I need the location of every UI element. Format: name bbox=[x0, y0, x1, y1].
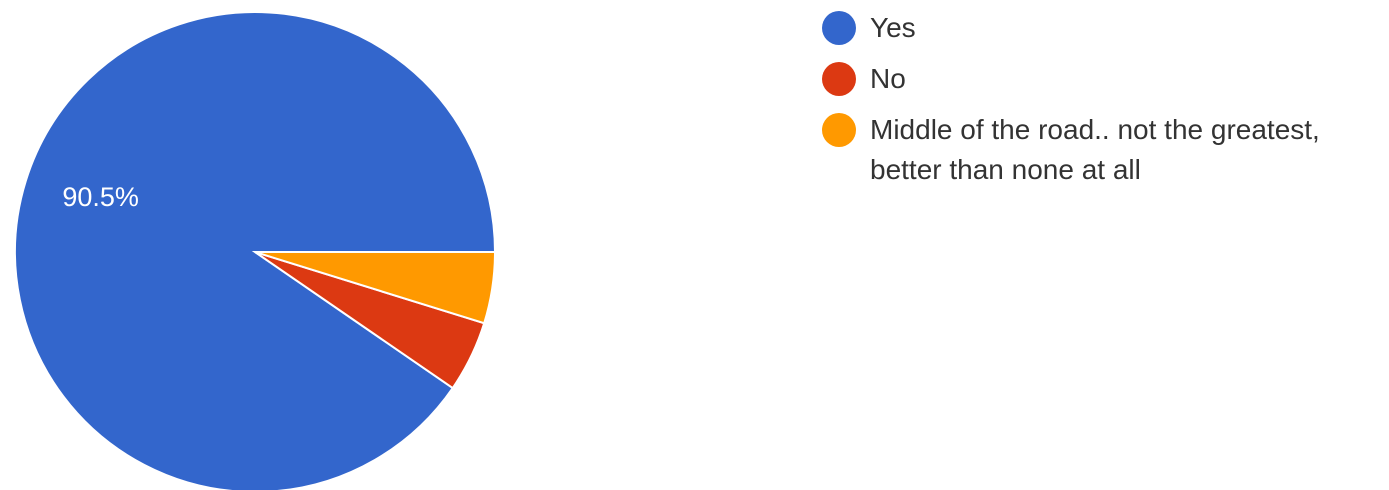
legend-label-middle-line-1: Middle of the road.. not the greatest, bbox=[870, 114, 1320, 145]
legend-label-no: No bbox=[870, 63, 906, 94]
pie-slice-data-label: 90.5% bbox=[62, 182, 139, 212]
legend-item-no[interactable]: No bbox=[822, 59, 1382, 99]
pie-slice-middle[interactable] bbox=[254, 251, 497, 325]
legend-item-middle[interactable]: Middle of the road.. not the greatest, b… bbox=[822, 110, 1382, 190]
legend-label-middle-line-2: better than none at all bbox=[870, 154, 1141, 185]
legend-swatch-yes bbox=[822, 11, 856, 45]
legend: Yes No Middle of the road.. not the grea… bbox=[822, 8, 1382, 201]
legend-item-yes[interactable]: Yes bbox=[822, 8, 1382, 48]
legend-label-yes: Yes bbox=[870, 12, 916, 43]
legend-swatch-middle bbox=[822, 113, 856, 147]
pie-plot: 90.5% bbox=[14, 11, 497, 490]
legend-swatch-no bbox=[822, 62, 856, 96]
